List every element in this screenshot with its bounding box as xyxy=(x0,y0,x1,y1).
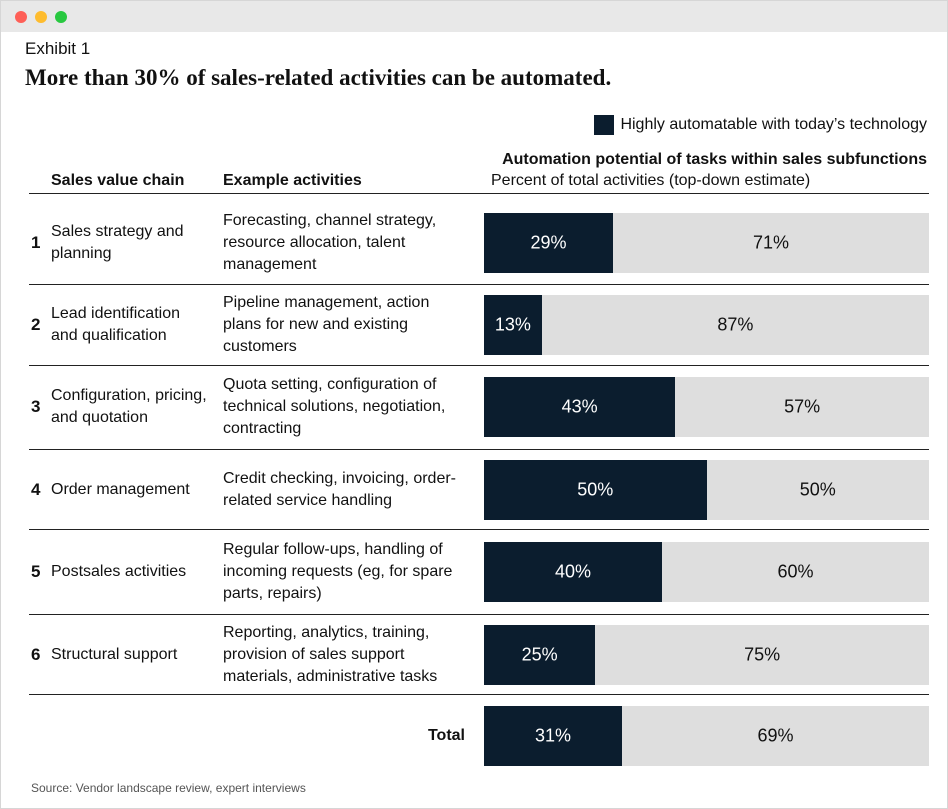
row-rule xyxy=(29,529,929,530)
bar-segment xyxy=(613,213,929,273)
bar-segment xyxy=(675,377,929,437)
activity-text: Pipeline management, action plans for ne… xyxy=(223,294,430,355)
bar-segment xyxy=(621,706,929,766)
activity-text: Credit checking, invoicing, order-relate… xyxy=(223,470,456,509)
bar-segment xyxy=(595,625,929,685)
bar-value-label: 25% xyxy=(521,644,558,665)
bar-value-label: 69% xyxy=(757,725,794,746)
window-titlebar xyxy=(1,1,947,32)
bar-value-label: 29% xyxy=(530,232,567,253)
exhibit-label: Exhibit 1 xyxy=(25,39,91,58)
row-rule xyxy=(29,365,929,366)
maximize-button[interactable] xyxy=(55,11,67,23)
activity-text: Reporting, analytics, training, provisio… xyxy=(223,624,438,685)
bar-value-label: 87% xyxy=(717,314,754,335)
chart-title: More than 30% of sales-related activitie… xyxy=(25,65,612,90)
close-button[interactable] xyxy=(15,11,27,23)
bar-segment xyxy=(706,460,929,520)
activity-text: Quota setting, configuration of technica… xyxy=(223,376,446,437)
legend-swatch xyxy=(594,115,615,135)
bar-segment xyxy=(484,295,542,355)
row-rule xyxy=(29,449,929,450)
bar-value-label: 71% xyxy=(753,232,790,253)
bar-value-label: 60% xyxy=(777,561,814,582)
activity-text: Regular follow-ups, handling of incoming… xyxy=(223,541,453,602)
header-rule xyxy=(29,193,929,194)
row-label: Order management xyxy=(51,481,190,498)
bar-segment xyxy=(484,213,614,273)
bar-segment xyxy=(484,706,622,766)
row-number: 2 xyxy=(31,315,41,334)
bar-segment xyxy=(541,295,929,355)
bar-value-label: 43% xyxy=(561,396,598,417)
bar-value-label: 50% xyxy=(577,479,614,500)
row-label: Postsales activities xyxy=(51,563,187,580)
bar-value-label: 57% xyxy=(784,396,821,417)
row-label: Total xyxy=(427,727,465,744)
activity-text: Forecasting, channel strategy, resource … xyxy=(223,212,437,273)
row-number: 4 xyxy=(31,480,41,499)
row-number: 1 xyxy=(31,233,41,252)
chart-subtitle-header: Automation potential of tasks within sal… xyxy=(502,151,927,168)
bar-segment xyxy=(484,460,707,520)
legend-label: Highly automatable with today’s technolo… xyxy=(620,116,927,133)
row-label: Structural support xyxy=(51,646,178,663)
bar-value-label: 75% xyxy=(744,644,781,665)
bar-value-label: 40% xyxy=(554,561,592,582)
row-number: 3 xyxy=(31,397,41,416)
row-label: Configuration, pricing, and quotation xyxy=(51,387,207,426)
row-rule xyxy=(29,284,929,285)
bar-segment xyxy=(484,542,662,602)
bar-segment xyxy=(484,377,676,437)
bar-segment xyxy=(662,542,929,602)
column-header: Example activities xyxy=(223,172,362,189)
row-rule xyxy=(29,614,929,615)
legend: Highly automatable with today’s technolo… xyxy=(594,115,927,135)
row-number: 6 xyxy=(31,645,41,664)
minimize-button[interactable] xyxy=(35,11,47,23)
bar-segment xyxy=(484,625,596,685)
row-rule xyxy=(29,694,929,695)
bar-value-label: 31% xyxy=(534,725,571,746)
column-header: Sales value chain xyxy=(51,172,185,189)
bar-value-label: 13% xyxy=(494,314,531,335)
row-number: 5 xyxy=(31,562,41,581)
row-label: Sales strategy and planning xyxy=(51,223,184,262)
source-note: Source: Vendor landscape review, expert … xyxy=(31,781,306,795)
chart-subtitle: Percent of total activities (top-down es… xyxy=(491,172,811,189)
bar-value-label: 50% xyxy=(799,479,836,500)
row-label: Lead identification and qualification xyxy=(51,305,180,344)
